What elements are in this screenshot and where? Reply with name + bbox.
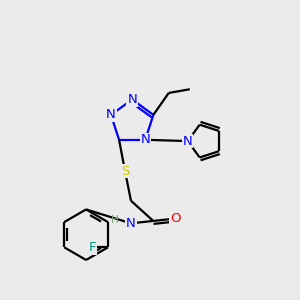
Text: N: N	[140, 133, 150, 146]
Text: N: N	[183, 135, 193, 148]
Text: N: N	[106, 108, 116, 122]
Text: N: N	[127, 93, 137, 106]
Text: H: H	[111, 215, 119, 225]
Text: S: S	[121, 164, 129, 178]
Text: O: O	[170, 212, 181, 225]
Text: F: F	[89, 241, 96, 254]
Text: N: N	[126, 217, 136, 230]
